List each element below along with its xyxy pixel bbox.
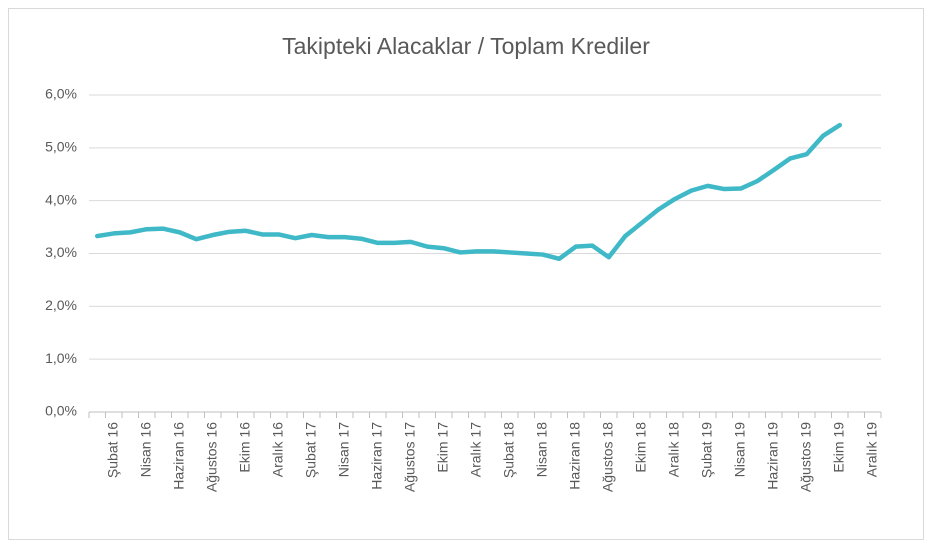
x-tick-label: Şubat 18 — [500, 422, 516, 478]
y-tick-label: 3,0% — [45, 244, 77, 260]
x-tick-label: Haziran 18 — [566, 422, 582, 490]
x-tick-label: Ekim 17 — [434, 422, 450, 473]
y-tick-label: 4,0% — [45, 191, 77, 207]
data-line — [95, 122, 842, 262]
x-tick-label: Haziran 16 — [170, 422, 186, 490]
x-tick-label: Ekim 19 — [830, 422, 846, 473]
x-tick-label: Ağustos 17 — [401, 422, 417, 492]
x-tick-label: Nisan 17 — [335, 422, 351, 477]
x-tick-label: Haziran 19 — [764, 422, 780, 490]
y-tick-label: 6,0% — [45, 86, 77, 102]
x-tick-label: Aralık 18 — [665, 422, 681, 477]
x-tick-label: Şubat 16 — [104, 422, 120, 478]
x-tick-label: Ağustos 19 — [797, 422, 813, 492]
x-tick-label: Ağustos 18 — [599, 422, 615, 492]
x-tick-label: Aralık 17 — [467, 422, 483, 477]
x-tick-label: Nisan 18 — [533, 422, 549, 477]
x-tick-label: Aralık 16 — [269, 422, 285, 477]
x-tick-label: Ağustos 16 — [203, 422, 219, 492]
chart-title: Takipteki Alacaklar / Toplam Krediler — [282, 33, 650, 59]
x-tick-label: Nisan 19 — [731, 422, 747, 477]
x-tick-label: Haziran 17 — [368, 422, 384, 490]
y-tick-label: 0,0% — [45, 403, 77, 419]
x-tick-label: Şubat 17 — [302, 422, 318, 478]
x-tick-label: Ekim 16 — [236, 422, 252, 473]
x-tick-label: Aralık 19 — [863, 422, 879, 477]
chart-border — [8, 8, 924, 540]
y-tick-label: 2,0% — [45, 297, 77, 313]
y-tick-label: 1,0% — [45, 350, 77, 366]
x-tick-label: Ekim 18 — [632, 422, 648, 473]
x-tick-label: Nisan 16 — [137, 422, 153, 477]
y-tick-label: 5,0% — [45, 139, 77, 155]
x-tick-label: Şubat 19 — [698, 422, 714, 478]
